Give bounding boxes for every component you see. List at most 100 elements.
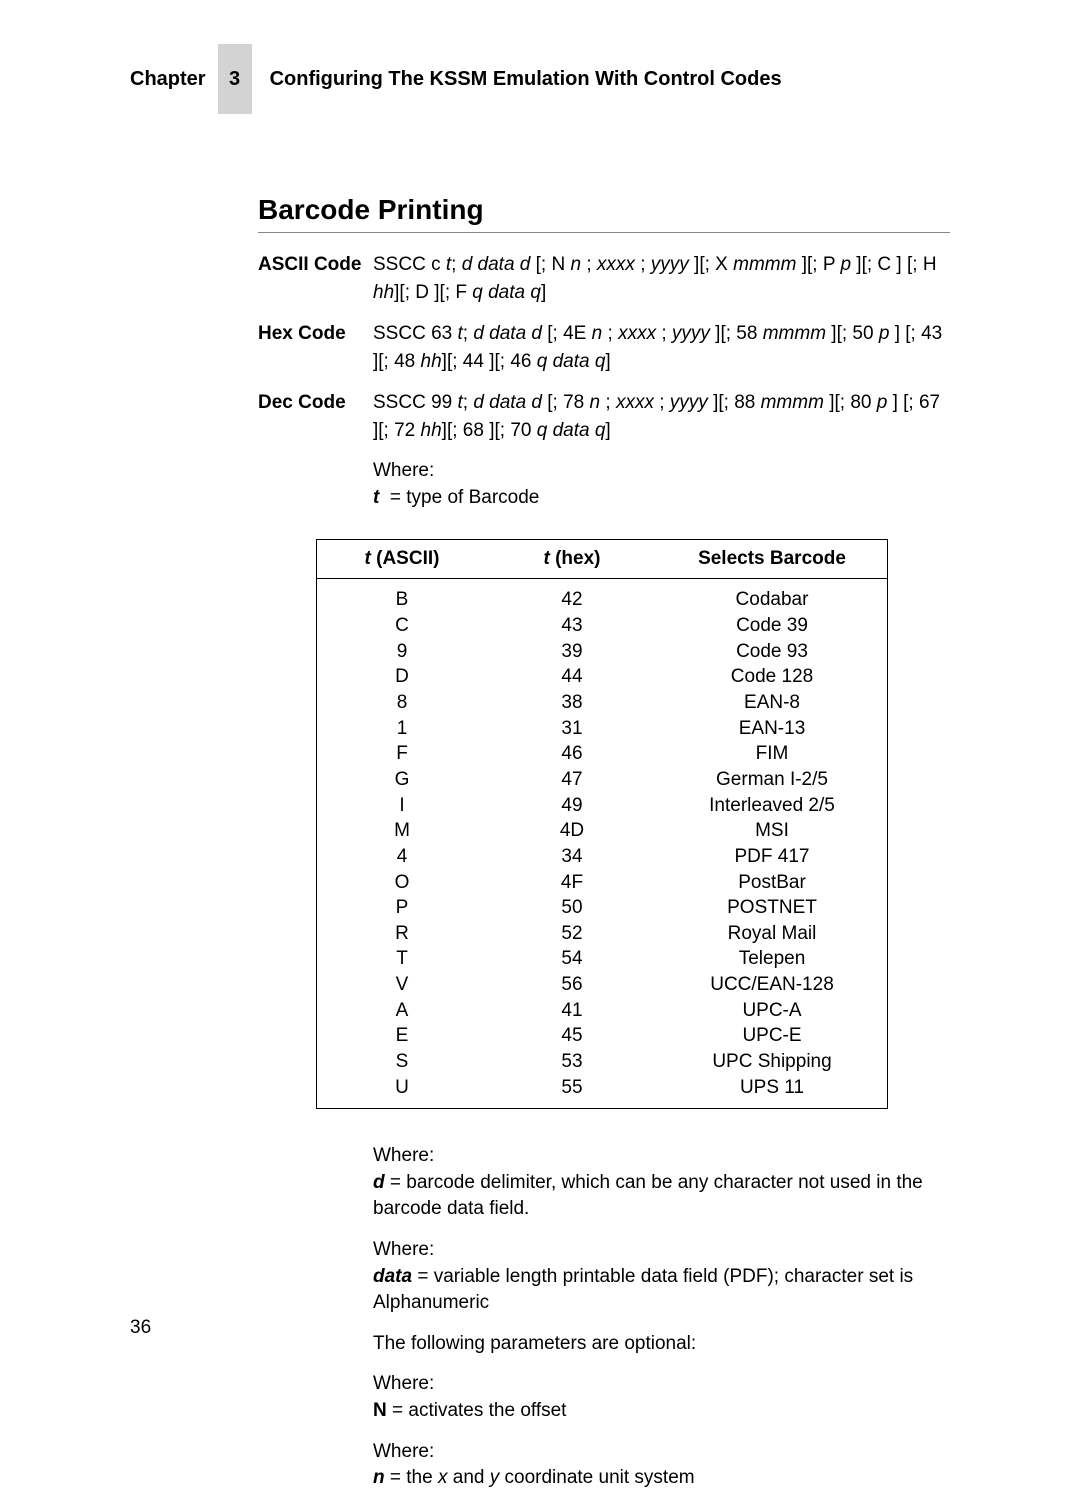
table-row: R52Royal Mail <box>317 921 888 947</box>
table-row: T54Telepen <box>317 946 888 972</box>
table-cell-selects: UPS 11 <box>657 1075 888 1109</box>
table-row: P50POSTNET <box>317 895 888 921</box>
barcode-table: t (ASCII) t (hex) Selects Barcode B42Cod… <box>316 539 950 1109</box>
table-cell-hex: 4D <box>487 818 657 844</box>
hex-code-value: SSCC 63 t; d data d [; 4E n ; xxxx ; yyy… <box>373 320 950 375</box>
hex-code-row: Hex Code SSCC 63 t; d data d [; 4E n ; x… <box>258 320 950 375</box>
hex-code-label: Hex Code <box>258 320 373 375</box>
table-cell-selects: UPC Shipping <box>657 1049 888 1075</box>
table-cell-selects: Code 128 <box>657 664 888 690</box>
table-cell-selects: POSTNET <box>657 895 888 921</box>
table-cell-hex: 52 <box>487 921 657 947</box>
dec-code-row: Dec Code SSCC 99 t; d data d [; 78 n ; x… <box>258 389 950 444</box>
table-cell-ascii: U <box>317 1075 488 1109</box>
table-row: 434PDF 417 <box>317 844 888 870</box>
table-row: U55UPS 11 <box>317 1075 888 1109</box>
table-cell-ascii: G <box>317 767 488 793</box>
chapter-title: Configuring The KSSM Emulation With Cont… <box>270 68 782 91</box>
table-cell-ascii: F <box>317 741 488 767</box>
where-note: Where:data = variable length printable d… <box>373 1237 950 1317</box>
table-cell-hex: 39 <box>487 639 657 665</box>
table-cell-ascii: 1 <box>317 716 488 742</box>
table-cell-selects: FIM <box>657 741 888 767</box>
ascii-code-value: SSCC c t; d data d [; N n ; xxxx ; yyyy … <box>373 251 950 306</box>
table-row: I49Interleaved 2/5 <box>317 793 888 819</box>
table-cell-hex: 54 <box>487 946 657 972</box>
where-note: Where:d = barcode delimiter, which can b… <box>373 1143 950 1223</box>
table-cell-ascii: V <box>317 972 488 998</box>
page-number: 36 <box>130 1317 151 1339</box>
ascii-code-row: ASCII Code SSCC c t; d data d [; N n ; x… <box>258 251 950 306</box>
table-row: M4DMSI <box>317 818 888 844</box>
table-cell-ascii: 8 <box>317 690 488 716</box>
table-cell-selects: PostBar <box>657 870 888 896</box>
table-cell-hex: 4F <box>487 870 657 896</box>
table-cell-hex: 53 <box>487 1049 657 1075</box>
section-title: Barcode Printing <box>258 194 950 233</box>
table-row: C43Code 39 <box>317 613 888 639</box>
table-row: 939Code 93 <box>317 639 888 665</box>
table-cell-hex: 43 <box>487 613 657 639</box>
table-header-selects: Selects Barcode <box>657 540 888 579</box>
table-cell-ascii: A <box>317 998 488 1024</box>
table-cell-hex: 44 <box>487 664 657 690</box>
table-cell-hex: 38 <box>487 690 657 716</box>
table-cell-ascii: C <box>317 613 488 639</box>
table-cell-hex: 31 <box>487 716 657 742</box>
table-cell-selects: Code 93 <box>657 639 888 665</box>
where-note: Where:N = activates the offset <box>373 1371 950 1424</box>
table-header-ascii: t (ASCII) <box>317 540 488 579</box>
table-cell-selects: UCC/EAN-128 <box>657 972 888 998</box>
table-cell-ascii: T <box>317 946 488 972</box>
table-cell-ascii: O <box>317 870 488 896</box>
dec-code-label: Dec Code <box>258 389 373 444</box>
table-cell-ascii: D <box>317 664 488 690</box>
table-cell-selects: UPC-E <box>657 1023 888 1049</box>
table-row: E45UPC-E <box>317 1023 888 1049</box>
chapter-label: Chapter <box>130 68 206 91</box>
table-cell-hex: 46 <box>487 741 657 767</box>
table-header-hex: t (hex) <box>487 540 657 579</box>
where-note: The following parameters are optional: <box>373 1331 950 1358</box>
table-cell-hex: 50 <box>487 895 657 921</box>
table-cell-ascii: M <box>317 818 488 844</box>
table-cell-ascii: R <box>317 921 488 947</box>
where-note: Where:n = the x and y coordinate unit sy… <box>373 1439 950 1492</box>
table-cell-selects: German I-2/5 <box>657 767 888 793</box>
table-cell-hex: 42 <box>487 579 657 613</box>
table-row: A41UPC-A <box>317 998 888 1024</box>
table-cell-ascii: 4 <box>317 844 488 870</box>
table-cell-hex: 34 <box>487 844 657 870</box>
table-row: V56UCC/EAN-128 <box>317 972 888 998</box>
table-cell-selects: UPC-A <box>657 998 888 1024</box>
table-cell-hex: 47 <box>487 767 657 793</box>
table-cell-selects: Telepen <box>657 946 888 972</box>
table-cell-selects: Royal Mail <box>657 921 888 947</box>
table-cell-hex: 41 <box>487 998 657 1024</box>
table-row: G47German I-2/5 <box>317 767 888 793</box>
table-cell-ascii: S <box>317 1049 488 1075</box>
table-cell-selects: EAN-8 <box>657 690 888 716</box>
table-cell-hex: 45 <box>487 1023 657 1049</box>
table-row: D44Code 128 <box>317 664 888 690</box>
table-cell-selects: Interleaved 2/5 <box>657 793 888 819</box>
table-row: O4FPostBar <box>317 870 888 896</box>
chapter-header: Chapter 3 Configuring The KSSM Emulation… <box>130 44 950 114</box>
table-cell-selects: Code 39 <box>657 613 888 639</box>
table-row: S53UPC Shipping <box>317 1049 888 1075</box>
table-cell-hex: 56 <box>487 972 657 998</box>
table-cell-selects: Codabar <box>657 579 888 613</box>
table-row: 131EAN-13 <box>317 716 888 742</box>
table-cell-ascii: P <box>317 895 488 921</box>
table-row: B42Codabar <box>317 579 888 613</box>
table-cell-selects: MSI <box>657 818 888 844</box>
table-row: F46FIM <box>317 741 888 767</box>
table-cell-hex: 49 <box>487 793 657 819</box>
table-cell-ascii: I <box>317 793 488 819</box>
chapter-number: 3 <box>218 44 252 114</box>
table-cell-ascii: 9 <box>317 639 488 665</box>
ascii-code-label: ASCII Code <box>258 251 373 306</box>
table-cell-selects: EAN-13 <box>657 716 888 742</box>
dec-code-value: SSCC 99 t; d data d [; 78 n ; xxxx ; yyy… <box>373 389 950 444</box>
table-row: 838EAN-8 <box>317 690 888 716</box>
